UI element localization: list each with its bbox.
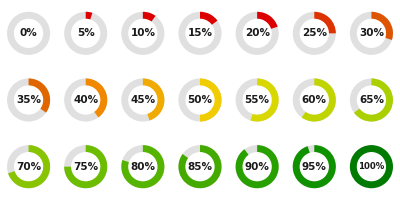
Text: 40%: 40% bbox=[73, 95, 98, 105]
Circle shape bbox=[358, 86, 385, 114]
Wedge shape bbox=[64, 78, 107, 122]
Wedge shape bbox=[121, 78, 164, 122]
Wedge shape bbox=[200, 12, 218, 25]
Text: 20%: 20% bbox=[245, 28, 270, 38]
Wedge shape bbox=[293, 78, 336, 122]
Wedge shape bbox=[257, 12, 278, 29]
Wedge shape bbox=[178, 145, 222, 188]
Text: 5%: 5% bbox=[77, 28, 94, 38]
Circle shape bbox=[243, 86, 271, 114]
Text: 90%: 90% bbox=[245, 162, 270, 172]
Circle shape bbox=[186, 153, 214, 181]
Text: 85%: 85% bbox=[188, 162, 212, 172]
Wedge shape bbox=[143, 12, 156, 22]
Circle shape bbox=[72, 86, 100, 114]
Wedge shape bbox=[302, 78, 336, 122]
Circle shape bbox=[72, 19, 100, 47]
Wedge shape bbox=[178, 12, 222, 55]
Wedge shape bbox=[178, 78, 222, 122]
Text: 50%: 50% bbox=[188, 95, 212, 105]
Wedge shape bbox=[354, 78, 393, 122]
Circle shape bbox=[15, 153, 42, 181]
Circle shape bbox=[300, 153, 328, 181]
Wedge shape bbox=[293, 12, 336, 55]
Text: 35%: 35% bbox=[16, 95, 41, 105]
Wedge shape bbox=[250, 78, 279, 122]
Wedge shape bbox=[350, 145, 393, 188]
Wedge shape bbox=[121, 145, 164, 188]
Wedge shape bbox=[372, 12, 393, 40]
Wedge shape bbox=[8, 145, 50, 188]
Circle shape bbox=[300, 19, 328, 47]
Wedge shape bbox=[121, 12, 164, 55]
Text: 45%: 45% bbox=[130, 95, 156, 105]
Wedge shape bbox=[236, 145, 279, 188]
Circle shape bbox=[358, 19, 385, 47]
Circle shape bbox=[243, 19, 271, 47]
Text: 10%: 10% bbox=[130, 28, 155, 38]
Text: 15%: 15% bbox=[188, 28, 212, 38]
Text: 55%: 55% bbox=[245, 95, 270, 105]
Wedge shape bbox=[236, 78, 279, 122]
Circle shape bbox=[129, 153, 157, 181]
Text: 100%: 100% bbox=[358, 162, 384, 171]
Text: 0%: 0% bbox=[20, 28, 38, 38]
Circle shape bbox=[129, 86, 157, 114]
Wedge shape bbox=[28, 78, 50, 113]
Wedge shape bbox=[64, 145, 107, 188]
Text: 65%: 65% bbox=[359, 95, 384, 105]
Wedge shape bbox=[7, 12, 50, 55]
Wedge shape bbox=[293, 145, 336, 188]
Circle shape bbox=[358, 153, 385, 181]
Wedge shape bbox=[64, 145, 107, 188]
Wedge shape bbox=[350, 12, 393, 55]
Wedge shape bbox=[7, 145, 50, 188]
Text: 60%: 60% bbox=[302, 95, 327, 105]
Wedge shape bbox=[200, 78, 222, 122]
Wedge shape bbox=[236, 145, 279, 188]
Wedge shape bbox=[293, 145, 336, 188]
Wedge shape bbox=[178, 145, 222, 188]
Wedge shape bbox=[86, 78, 107, 117]
Circle shape bbox=[15, 19, 42, 47]
Circle shape bbox=[15, 86, 42, 114]
Text: 80%: 80% bbox=[130, 162, 155, 172]
Wedge shape bbox=[350, 145, 393, 188]
Wedge shape bbox=[64, 12, 107, 55]
Circle shape bbox=[186, 19, 214, 47]
Wedge shape bbox=[314, 12, 336, 33]
Circle shape bbox=[129, 19, 157, 47]
Circle shape bbox=[72, 153, 100, 181]
Circle shape bbox=[186, 86, 214, 114]
Wedge shape bbox=[236, 12, 279, 55]
Wedge shape bbox=[7, 78, 50, 122]
Wedge shape bbox=[86, 12, 92, 20]
Text: 95%: 95% bbox=[302, 162, 327, 172]
Wedge shape bbox=[143, 78, 164, 120]
Text: 30%: 30% bbox=[359, 28, 384, 38]
Circle shape bbox=[243, 153, 271, 181]
Text: 70%: 70% bbox=[16, 162, 41, 172]
Text: 75%: 75% bbox=[73, 162, 98, 172]
Wedge shape bbox=[350, 78, 393, 122]
Circle shape bbox=[300, 86, 328, 114]
Text: 25%: 25% bbox=[302, 28, 327, 38]
Wedge shape bbox=[121, 145, 164, 188]
